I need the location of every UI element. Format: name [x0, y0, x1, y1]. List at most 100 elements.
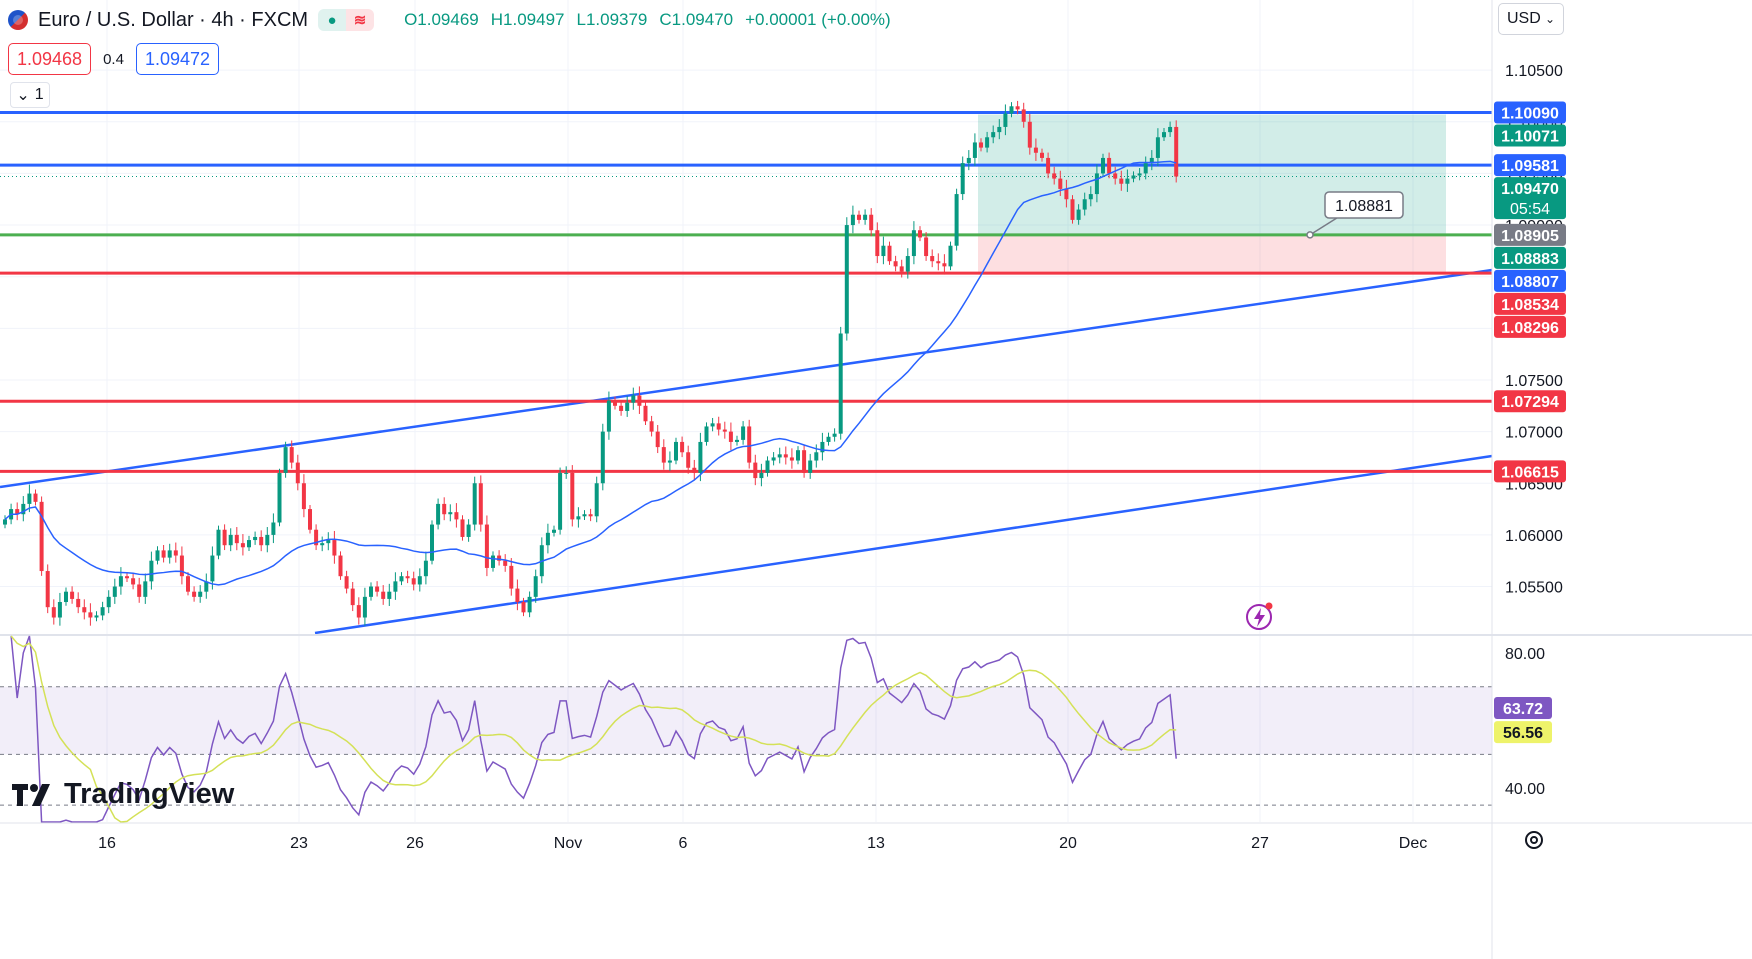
- currency-value: USD: [1507, 10, 1541, 27]
- candle-body: [21, 503, 26, 515]
- candle-body: [783, 454, 788, 458]
- rsi-tick-label: 80.00: [1505, 646, 1545, 663]
- callout-box: [1324, 191, 1404, 219]
- ma-line: [4, 160, 1177, 586]
- candle-body: [735, 439, 739, 442]
- candle-body: [759, 472, 764, 479]
- candle-body: [430, 524, 434, 561]
- rsi-label-ma: 56.56: [1503, 725, 1543, 742]
- candle-body: [94, 615, 99, 618]
- time-tick-label: 13: [867, 835, 885, 852]
- candle-body: [332, 540, 337, 556]
- axis-label-last-price: 1.09470: [1501, 181, 1559, 198]
- candle-body: [826, 436, 831, 442]
- market-open-icon[interactable]: ●: [318, 9, 347, 31]
- callout-pointer: [1309, 215, 1341, 236]
- candle-body: [350, 588, 355, 606]
- axis-label-1-10071-bg: [1494, 124, 1566, 147]
- candle-body: [491, 555, 495, 568]
- candle-body: [64, 591, 68, 603]
- candle-body: [1070, 199, 1075, 220]
- candle-body: [930, 256, 935, 262]
- candle-body: [210, 555, 215, 582]
- candle-body: [228, 534, 233, 546]
- candle-body: [582, 514, 587, 517]
- candle-body: [692, 467, 697, 473]
- candle-body: [289, 447, 294, 463]
- gear-icon[interactable]: [1522, 828, 1546, 852]
- rsi-label-ma-bg: [1494, 721, 1552, 744]
- horizontal-levels[interactable]: [0, 110, 1492, 473]
- candle-body: [716, 423, 721, 430]
- candle-body: [503, 560, 508, 566]
- candle-body: [100, 607, 105, 616]
- candle-body: [234, 534, 239, 544]
- candle-body: [1040, 152, 1044, 158]
- candle-body: [545, 532, 550, 546]
- candle-body: [863, 214, 868, 220]
- chart-overlays: 1.08881: [1246, 191, 1404, 630]
- candle-body: [338, 555, 343, 577]
- candle-body: [70, 591, 75, 599]
- candle-body: [1131, 175, 1136, 179]
- market-status[interactable]: ● ≋: [318, 9, 375, 31]
- candle-body: [905, 256, 910, 272]
- axis-label-1-09581-bg: [1494, 154, 1566, 177]
- bar-countdown: 05:54: [1510, 201, 1550, 218]
- candle-body: [399, 576, 404, 582]
- candle-body: [954, 194, 959, 246]
- candle-body: [686, 452, 691, 468]
- candle-body: [88, 612, 93, 618]
- candle-body: [472, 483, 477, 525]
- sell-button[interactable]: 1.09468: [8, 43, 92, 75]
- candle-body: [985, 137, 990, 148]
- candle-body: [893, 261, 898, 267]
- candle-body: [869, 214, 874, 231]
- rsi-ma-line: [10, 635, 1177, 823]
- candle-body: [1027, 121, 1032, 148]
- candle-body: [747, 426, 752, 463]
- axis-label-1-08905-bg: [1494, 223, 1566, 246]
- candle-body: [436, 503, 441, 525]
- buy-button[interactable]: 1.09472: [135, 43, 220, 75]
- candle-body: [112, 586, 117, 597]
- candle-body: [1082, 199, 1087, 210]
- symbol-title[interactable]: Euro / U.S. Dollar · 4h · FXCM: [38, 8, 309, 31]
- trend-channel[interactable]: [0, 268, 1493, 635]
- currency-select[interactable]: USD ⌄: [1498, 3, 1564, 35]
- candle-body: [948, 245, 953, 267]
- candle-body: [771, 457, 776, 461]
- candle-body: [204, 581, 209, 592]
- candle-body: [198, 591, 203, 597]
- candle-body: [619, 405, 624, 411]
- candle-body: [1046, 157, 1051, 174]
- candle-body: [1052, 173, 1057, 179]
- candle-body: [753, 462, 758, 479]
- candle-body: [362, 596, 367, 618]
- candle-body: [478, 483, 483, 525]
- candle-body: [820, 441, 825, 453]
- candle-body: [637, 395, 642, 406]
- indicators-toggle-button[interactable]: ⌄ 1: [10, 82, 50, 108]
- candle-body: [527, 596, 532, 613]
- candle-body: [179, 555, 184, 577]
- ohlc-values: O1.09469 H1.09497 L1.09379 C1.09470 +0.0…: [404, 10, 891, 30]
- candle-body: [149, 560, 154, 582]
- axis-label-1-07294-bg: [1494, 390, 1566, 413]
- candle-body: [704, 426, 709, 442]
- candle-body: [216, 529, 221, 556]
- candle-body: [631, 395, 636, 403]
- candle-body: [728, 431, 733, 442]
- candle-body: [972, 142, 977, 158]
- candle-body: [393, 581, 398, 592]
- candle-body: [33, 493, 38, 502]
- candles: [3, 100, 1179, 626]
- time-tick-label: 6: [679, 835, 688, 852]
- rsi-tick-label: 40.00: [1505, 781, 1545, 798]
- currency-flag-icon: [8, 10, 28, 30]
- market-status-icon[interactable]: ≋: [346, 9, 375, 31]
- candle-body: [1088, 194, 1093, 200]
- candle-body: [570, 472, 575, 520]
